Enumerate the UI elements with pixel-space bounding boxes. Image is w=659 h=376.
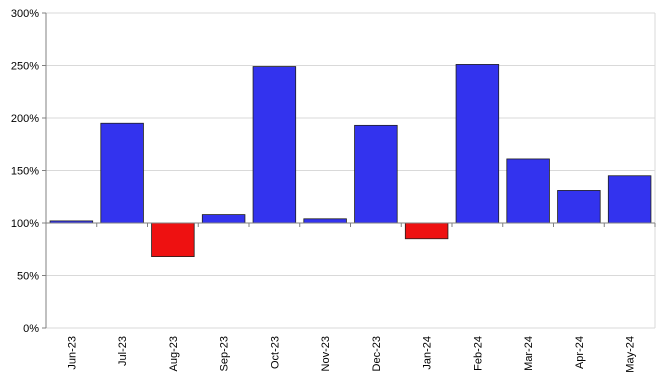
bar-jan-24	[404, 222, 449, 240]
x-tick-label: Dec-23	[371, 336, 383, 371]
y-tick-label: 250%	[11, 61, 39, 73]
y-tick-label: 200%	[11, 113, 39, 125]
y-tick-label: 150%	[11, 166, 39, 178]
x-tick-label: Jan-24	[422, 336, 434, 370]
x-axis-tick-labels: Jun-23 Jul-23 Aug-23 Sep-23 Oct-23 Nov-23 Dec-…	[66, 336, 636, 373]
x-tick-label: Oct-23	[269, 336, 281, 369]
x-tick-label: Apr-24	[574, 336, 586, 369]
bar-may-24	[607, 175, 652, 224]
y-tick-label: 0%	[23, 323, 39, 335]
bar-feb-24	[455, 64, 500, 224]
bar-jul-23	[100, 122, 144, 224]
y-tick-label: 100%	[11, 218, 39, 230]
x-tick-label: Jul-23	[117, 336, 129, 366]
bar-nov-23	[303, 218, 347, 224]
bar-aug-23	[151, 222, 195, 257]
x-tick-label: Feb-24	[472, 336, 484, 371]
bar-oct-23	[252, 66, 297, 224]
x-tick-label: Mar-24	[523, 336, 535, 371]
x-tick-label: Sep-23	[219, 336, 231, 371]
x-tick-label: Nov-23	[320, 336, 332, 371]
axes	[42, 12, 656, 329]
bar-apr-24	[557, 190, 601, 224]
bar-mar-24	[506, 158, 550, 224]
bars	[49, 64, 652, 257]
y-tick-label: 300%	[11, 8, 39, 20]
x-tick-label: Aug-23	[168, 336, 180, 371]
x-tick-label: Jun-23	[66, 336, 78, 370]
y-tick-label: 50%	[17, 271, 39, 283]
bar-dec-23	[354, 124, 398, 224]
bar-sep-23	[201, 214, 246, 224]
x-tick-label: May-24	[625, 336, 637, 373]
y-axis-tick-labels: 0% 50% 100% 150% 200% 250% 300%	[11, 8, 39, 335]
